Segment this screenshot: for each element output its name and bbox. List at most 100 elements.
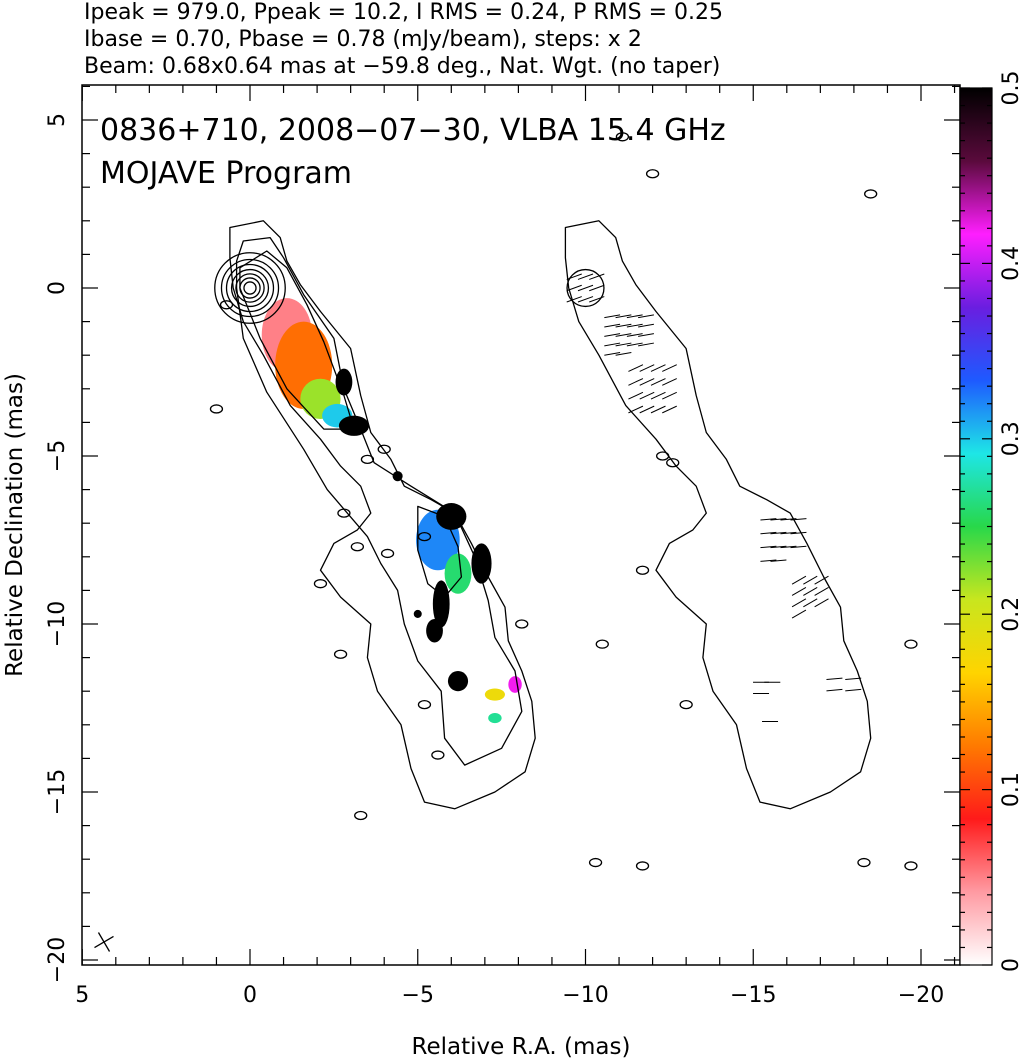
x-tick-label: 0 [243, 983, 257, 1008]
fpol-patch [338, 415, 370, 436]
evpa-vector [577, 296, 594, 303]
evpa-vector [780, 531, 797, 535]
colorbar-tick-label: 0.2 [999, 597, 1021, 632]
evpa-vector [662, 391, 677, 400]
beam-minor-axis [97, 932, 111, 952]
evpa-vector [566, 273, 582, 280]
core-contour [243, 281, 257, 295]
colorbar-ticks: 0 0.1 0.2 0.3 0.4 0.5 [960, 71, 1021, 972]
evpa-vector [790, 545, 807, 549]
fpol-patch [335, 368, 353, 396]
evpa-vector [615, 351, 632, 356]
evpa-vector [760, 531, 777, 535]
x-tick-label: −10 [562, 983, 608, 1008]
isolated-contour [417, 531, 432, 542]
evpa-vector [803, 598, 818, 608]
evpa-vector [760, 559, 777, 562]
evpa-vector [770, 531, 787, 535]
plot-frame [81, 84, 961, 966]
colorbar [960, 88, 992, 965]
evpa-vector [662, 378, 677, 386]
x-axis-label: Relative R.A. (mas) [412, 1034, 631, 1060]
y-tick-label: −15 [45, 769, 70, 815]
evpa-vector [770, 559, 787, 562]
isolated-contour [635, 565, 650, 575]
evpa-vector [577, 273, 594, 280]
evpa-vector [638, 342, 654, 347]
isolated-contour [431, 750, 445, 760]
evpa-vector [615, 333, 632, 337]
evpa-vector [770, 518, 787, 521]
evpa-vector [814, 598, 829, 608]
evpa-vector [803, 575, 818, 585]
evpa-vector [791, 609, 807, 619]
isolated-contour [333, 649, 348, 659]
evpa-vector [615, 323, 632, 328]
evpa-vector [845, 677, 862, 681]
header-line-2: Ibase = 0.70, Pbase = 0.78 (mJy/beam), s… [84, 27, 642, 52]
evpa-vector [604, 333, 621, 337]
evpa-vector [639, 364, 655, 372]
evpa-vector [639, 391, 655, 400]
evpa-vector [628, 391, 644, 400]
y-tick-label: 5 [45, 113, 70, 127]
header-line-3: Beam: 0.68x0.64 mas at −59.8 deg., Nat. … [84, 54, 720, 79]
plot-title-line-2: MOJAVE Program [100, 156, 352, 191]
x-tick-label: 5 [75, 983, 89, 1008]
evpa-vector [604, 314, 621, 319]
evpa-vector [814, 575, 829, 585]
evpa-vector [780, 518, 797, 521]
evpa-vector [791, 598, 807, 608]
isolated-contour [679, 699, 693, 710]
evpa-vector [826, 677, 843, 681]
isolated-contour [864, 189, 878, 199]
core-contour [220, 258, 280, 318]
colorbar-tick-label: 0.4 [999, 246, 1021, 281]
evpa-vector [650, 405, 666, 414]
x-tick-label: −20 [898, 983, 944, 1008]
isolated-contour [904, 861, 918, 871]
fpol-patch [484, 688, 505, 701]
evpa-vector [604, 342, 621, 347]
y-tick-label: −10 [45, 601, 70, 647]
evpa-vector [615, 342, 632, 347]
x-tick-label: −5 [402, 983, 434, 1008]
fpol-patch [426, 618, 443, 643]
isolated-contour [645, 169, 660, 179]
evpa-vector [639, 378, 655, 386]
evpa-vector [845, 688, 862, 692]
core-contour [214, 252, 286, 324]
evpa-vector [577, 284, 594, 292]
isolated-contour [666, 458, 680, 468]
evpa-vector [604, 323, 621, 328]
isolated-contour [515, 619, 529, 629]
y-axis-label: Relative Declination (mas) [2, 373, 28, 677]
isolated-contour [588, 857, 603, 868]
evpa-vector [638, 333, 654, 337]
isolated-contour [615, 132, 630, 142]
isolated-contour [380, 548, 395, 559]
jet-contour [235, 236, 523, 766]
evpa-vector [626, 333, 643, 337]
core-contour [235, 273, 265, 303]
evpa-vector [814, 587, 829, 596]
evpa-vector [615, 314, 632, 319]
evpa-vector [589, 284, 605, 292]
evpa-vector [638, 323, 654, 328]
evpa-vector [826, 688, 843, 692]
fpol-patch [432, 580, 450, 628]
evpa-vector [638, 314, 654, 319]
evpa-vector [589, 273, 605, 280]
evpa-vector [650, 378, 666, 386]
jet-contour [564, 220, 872, 810]
isolated-contour [354, 810, 368, 821]
isolated-contour [635, 861, 650, 871]
isolated-contours [209, 132, 918, 871]
evpa-vector [628, 378, 644, 386]
fpol-patch [447, 671, 469, 692]
beam-marker [94, 932, 114, 952]
isolated-contour [209, 404, 224, 414]
evpa-vector [626, 323, 643, 328]
evpa-vector [770, 545, 787, 549]
isolated-contour [595, 639, 609, 649]
